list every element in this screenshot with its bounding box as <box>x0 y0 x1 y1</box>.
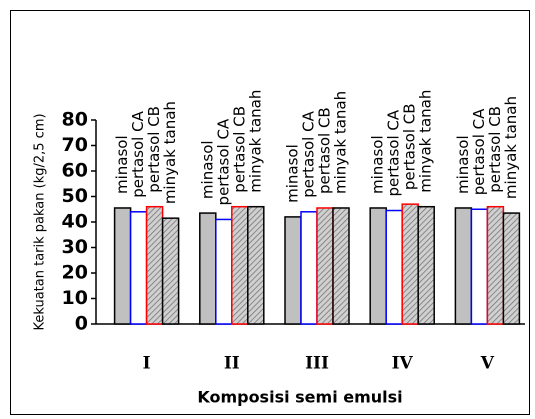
bar-series-label: pertasol CA <box>300 110 318 197</box>
bar-series-label: minyak tanah <box>502 96 520 199</box>
bar <box>215 218 233 325</box>
bar <box>199 212 217 325</box>
bar-series-label: pertasol CA <box>470 108 488 195</box>
bar <box>316 207 334 325</box>
bar-series-label: pertasol CB <box>230 106 248 193</box>
y-tick-label: 10 <box>62 287 88 309</box>
x-axis-label: Komposisi semi emulsi <box>197 388 402 407</box>
bar <box>502 212 521 325</box>
bar <box>401 203 419 325</box>
y-axis-label: Kekuatan tarik pakan (kg/2,5 cm) <box>33 113 48 330</box>
y-tick-label: 50 <box>62 185 88 207</box>
bar-series-label: minyak tanah <box>161 101 179 204</box>
bar-series-label: minyak tanah <box>417 90 435 193</box>
bar <box>369 207 387 325</box>
bar-series-label: pertasol CB <box>316 107 334 194</box>
bar <box>332 207 350 325</box>
bar <box>470 208 489 325</box>
frame <box>10 10 530 415</box>
x-tick-label: IV <box>392 354 414 374</box>
bar <box>454 207 473 325</box>
bar-series-label: pertasol CB <box>486 106 504 193</box>
bar <box>231 205 249 325</box>
bar <box>129 211 148 325</box>
y-tick-label: 0 <box>75 313 88 335</box>
bar-series-label: minyak tanah <box>246 90 264 193</box>
y-tick-label: 70 <box>62 134 88 156</box>
bar <box>284 216 302 325</box>
x-tick-label: I <box>143 354 151 374</box>
bar-series-label: minasol <box>284 144 302 203</box>
x-tick-label: III <box>305 354 329 374</box>
bar-series-label: minasol <box>454 135 472 194</box>
y-tick-label: 60 <box>62 160 88 182</box>
bar <box>385 209 403 325</box>
bar-series-label: minasol <box>198 140 216 199</box>
bar-series-label: pertasol CA <box>129 110 147 197</box>
bar <box>161 217 180 325</box>
bar <box>145 205 164 325</box>
bar-series-label: minyak tanah <box>332 91 350 194</box>
bar-series-label: minasol <box>113 135 131 194</box>
bar-series-label: pertasol CB <box>401 103 419 190</box>
y-tick-label: 80 <box>62 109 88 131</box>
bar <box>247 205 265 325</box>
bar <box>113 207 132 325</box>
bar-series-label: pertasol CA <box>214 118 232 205</box>
bar-series-label: pertasol CA <box>385 109 403 196</box>
x-tick-label: II <box>224 354 240 374</box>
bar-series-label: pertasol CB <box>145 106 163 193</box>
y-tick-label: 40 <box>62 211 88 233</box>
y-tick-label: 30 <box>62 236 88 258</box>
bar-series-label: minasol <box>369 135 387 194</box>
bar <box>417 205 435 325</box>
y-tick-label: 20 <box>62 262 88 284</box>
bar <box>486 205 505 325</box>
x-tick-label: V <box>480 354 495 374</box>
bar <box>300 211 318 325</box>
